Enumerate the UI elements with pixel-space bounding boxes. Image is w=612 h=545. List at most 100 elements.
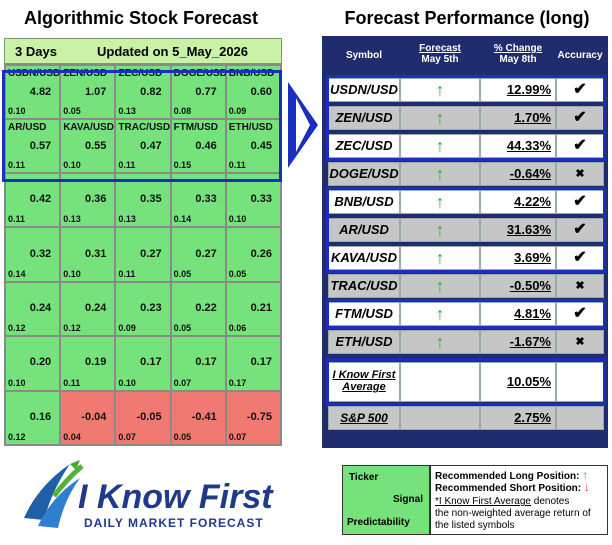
- forecast-cell: 0.22 0.05: [170, 281, 226, 337]
- col-header-symbol: Symbol: [345, 50, 383, 61]
- row-symbol: ZEC/USD: [328, 134, 400, 158]
- row-change: 44.33%: [480, 134, 556, 158]
- forecast-cell: 0.35 0.13: [115, 173, 171, 228]
- legend-cell-key: Ticker Signal Predictability: [342, 465, 430, 535]
- forecast-cell: 0.24 0.12: [60, 281, 116, 337]
- row-symbol: TRAC/USD: [328, 274, 400, 298]
- forecast-arrow-icon: ↑: [400, 246, 480, 270]
- forecast-cell: AR/USD 0.57 0.11: [5, 119, 61, 173]
- forecast-cell: USDN/USD 4.82 0.10: [5, 65, 60, 119]
- forecast-cell: 0.17 0.10: [115, 336, 171, 391]
- cell-predictability: 0.14: [8, 268, 26, 279]
- accuracy-icon: ✔: [556, 218, 604, 242]
- col-header-forecast: Forecast May 5th: [400, 36, 480, 83]
- average-row: I Know First Average 10.05%: [328, 362, 604, 402]
- cell-signal: 4.82: [29, 86, 52, 98]
- forecast-cell: FTM/USD 0.46 0.15: [170, 119, 226, 173]
- cell-signal: 1.07: [84, 86, 107, 98]
- cell-predictability: 0.14: [173, 214, 192, 225]
- cell-predictability: 0.05: [173, 323, 192, 334]
- forecast-arrow-icon: ↑: [400, 302, 480, 326]
- cell-signal: 0.22: [195, 301, 217, 314]
- forecast-arrow-icon: ↑: [400, 274, 480, 298]
- cell-predictability: 0.05: [228, 268, 247, 279]
- forecast-arrow-icon: ↑: [400, 190, 480, 214]
- cell-signal: 0.20: [29, 356, 52, 369]
- cell-ticker: ZEN/USD: [63, 68, 108, 79]
- cell-predictability: 0.11: [8, 214, 26, 225]
- cell-ticker: TRAC/USD: [118, 122, 171, 133]
- cell-predictability: 0.11: [8, 160, 26, 170]
- performance-row: DOGE/USD ↑ -0.64% ✖: [328, 162, 604, 186]
- performance-row: ZEN/USD ↑ 1.70% ✔: [328, 106, 604, 130]
- accuracy-icon: ✔: [556, 134, 604, 158]
- forecast-cell: 0.27 0.05: [170, 227, 226, 282]
- sp500-label: S&P 500: [328, 406, 400, 430]
- arrow-right-icon: [288, 82, 318, 168]
- cell-predictability: 0.13: [118, 106, 136, 116]
- forecast-cell: TRAC/USD 0.47 0.11: [115, 119, 171, 173]
- cell-predictability: 0.13: [63, 214, 81, 225]
- average-value: 10.05%: [480, 362, 556, 402]
- row-change: 4.22%: [480, 190, 556, 214]
- cell-signal: 0.60: [250, 86, 272, 98]
- average-label: I Know First Average: [328, 362, 400, 402]
- row-change: 12.99%: [480, 78, 556, 102]
- updated-label: Updated on 5_May_2026: [97, 44, 249, 59]
- col-header-change-date: May 8th: [499, 54, 537, 65]
- forecast-arrow-icon: ↑: [400, 162, 480, 186]
- cell-predictability: 0.07: [228, 431, 247, 442]
- cell-signal: 0.82: [140, 86, 162, 98]
- cell-signal: 0.19: [84, 356, 107, 369]
- forecast-cell: 0.16 0.12: [5, 390, 61, 445]
- legend-ticker: Ticker: [349, 472, 379, 483]
- accuracy-icon: ✔: [556, 302, 604, 326]
- cell-predictability: 0.09: [118, 323, 136, 334]
- forecast-cell: 0.21 0.06: [225, 281, 281, 337]
- forecast-cell: ZEC/USD 0.82 0.13: [115, 65, 171, 119]
- cell-ticker: FTM/USD: [173, 122, 219, 133]
- cell-signal: 0.35: [140, 193, 162, 206]
- legend-predictability: Predictability: [347, 517, 410, 528]
- cell-predictability: 0.05: [173, 268, 192, 279]
- performance-row: AR/USD ↑ 31.63% ✔: [328, 218, 604, 242]
- logo-tagline: DAILY MARKET FORECAST: [84, 516, 264, 530]
- cell-signal: 0.23: [140, 301, 162, 314]
- forecast-cell: DOGE/USD 0.77 0.08: [170, 65, 227, 119]
- legend-average-note: *I Know First Average denotes the non-we…: [435, 496, 591, 531]
- row-symbol: KAVA/USD: [328, 246, 400, 270]
- cell-signal: 0.26: [250, 247, 272, 260]
- cell-ticker: AR/USD: [8, 122, 47, 133]
- cell-signal: 0.17: [250, 356, 272, 369]
- forecast-arrow-icon: ↑: [400, 78, 480, 102]
- forecast-cell: -0.05 0.07: [115, 390, 171, 445]
- cell-predictability: 0.11: [118, 268, 136, 279]
- cell-signal: 0.24: [29, 301, 52, 314]
- cell-signal: 0.17: [140, 356, 162, 369]
- forecast-cell: 0.36 0.13: [60, 173, 116, 228]
- row-change: 3.69%: [480, 246, 556, 270]
- forecast-arrow-icon: ↑: [400, 218, 480, 242]
- accuracy-icon: ✖: [556, 162, 604, 186]
- sp500-value: 2.75%: [480, 406, 556, 430]
- row-change: -0.50%: [480, 274, 556, 298]
- cell-signal: -0.05: [136, 410, 162, 423]
- cell-predictability: 0.04: [63, 431, 81, 442]
- forecast-arrow-icon: ↑: [400, 134, 480, 158]
- col-header-change-label: % Change: [493, 43, 543, 54]
- cell-predictability: 0.15: [173, 160, 192, 170]
- arrow-down-icon: ↓: [583, 480, 590, 494]
- legend-signal: Signal: [392, 494, 423, 505]
- row-change: 1.70%: [480, 106, 556, 130]
- forecast-cell: KAVA/USD 0.55 0.10: [60, 119, 116, 173]
- row-symbol: DOGE/USD: [328, 162, 400, 186]
- forecast-header: 3 Days Updated on 5_May_2026: [4, 38, 282, 64]
- cell-signal: -0.75: [246, 410, 272, 423]
- row-symbol: AR/USD: [328, 218, 400, 242]
- forecast-cell: ZEN/USD 1.07 0.05: [60, 65, 116, 119]
- cell-predictability: 0.12: [8, 323, 26, 334]
- legend: Ticker Signal Predictability Recommended…: [342, 465, 608, 535]
- cell-ticker: DOGE/USD: [173, 68, 227, 79]
- forecast-cell: 0.31 0.10: [60, 227, 116, 282]
- performance-row: FTM/USD ↑ 4.81% ✔: [328, 302, 604, 326]
